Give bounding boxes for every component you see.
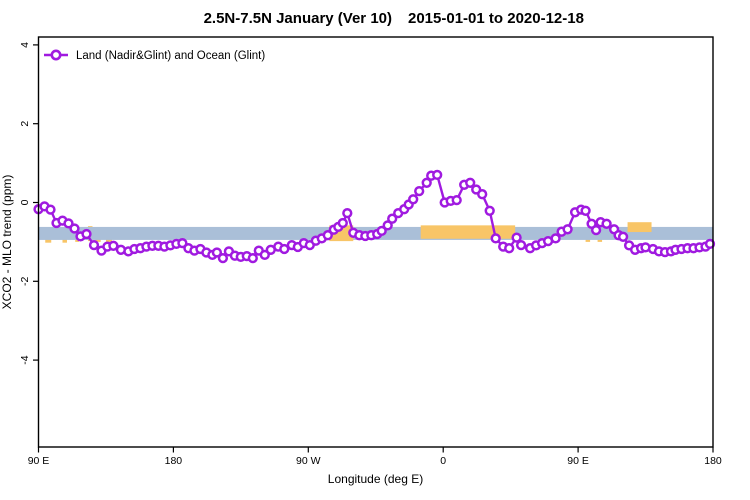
data-point-marker <box>550 233 561 244</box>
data-point-marker <box>580 205 591 216</box>
data-point-marker <box>432 169 443 181</box>
data-point-marker <box>247 252 258 264</box>
data-point-marker <box>421 177 432 188</box>
data-point-marker <box>465 177 476 188</box>
y-axis-title: XCO2 - MLO trend (ppm) <box>0 175 14 310</box>
x-tick-label: 0 <box>440 455 446 467</box>
data-point-marker <box>590 224 602 236</box>
data-point-marker <box>408 194 419 205</box>
data-point-marker <box>601 218 612 229</box>
x-tick-label: 90 E <box>567 455 589 467</box>
data-point-marker <box>342 207 353 219</box>
data-point-marker <box>88 239 100 251</box>
y-tick-label: 2 <box>19 121 31 127</box>
x-tick-label: 180 <box>704 455 722 467</box>
data-point-marker <box>617 231 629 242</box>
y-tick-label: 4 <box>19 42 31 48</box>
legend-circle-marker-icon <box>50 49 62 61</box>
y-tick-label: -4 <box>19 355 31 364</box>
axes-layer: 90 E 180 90 W 0 90 E 180 4 2 0 -2 -4 <box>19 42 722 467</box>
data-point-marker <box>108 240 119 251</box>
data-point-marker <box>515 239 527 251</box>
x-axis-title: Longitude (deg E) <box>328 472 423 486</box>
data-point-marker <box>511 232 522 243</box>
data-point-marker <box>211 247 223 258</box>
data-point-marker <box>504 243 515 254</box>
data-point-marker <box>477 189 488 200</box>
data-point-marker <box>217 252 229 264</box>
data-point-marker <box>490 233 501 244</box>
chart-title-region: 2.5N-7.5N January (Ver 10) <box>204 10 392 27</box>
data-point-marker <box>382 220 393 231</box>
data-point-marker <box>562 224 573 235</box>
data-point-marker <box>69 223 80 234</box>
data-point-marker <box>414 185 425 197</box>
y-tick-label: 0 <box>19 199 31 205</box>
data-point-marker <box>279 243 290 255</box>
band-yellow-segment <box>627 222 652 233</box>
x-tick-label: 90 E <box>28 455 50 467</box>
data-point-marker <box>484 205 495 216</box>
chart-title-daterange: 2015-01-01 to 2020-12-18 <box>408 10 584 27</box>
x-tick-label: 180 <box>165 455 183 467</box>
data-point-marker <box>337 217 348 229</box>
data-point-marker <box>81 228 92 240</box>
data-point-marker <box>322 230 333 241</box>
data-series-layer <box>33 169 716 264</box>
data-point-marker <box>387 213 398 224</box>
plot-border <box>37 36 714 448</box>
data-point-marker <box>451 194 462 206</box>
data-point-marker <box>704 238 716 250</box>
x-tick-label: 90 W <box>296 455 321 467</box>
legend-label: Land (Nadir&Glint) and Ocean (Glint) <box>76 50 265 62</box>
data-point-marker <box>45 204 56 215</box>
data-point-marker <box>376 225 387 237</box>
y-tick-label: -2 <box>19 276 31 285</box>
band-yellow-segment <box>420 225 516 239</box>
legend: Land (Nadir&Glint) and Ocean (Glint) <box>44 49 265 62</box>
